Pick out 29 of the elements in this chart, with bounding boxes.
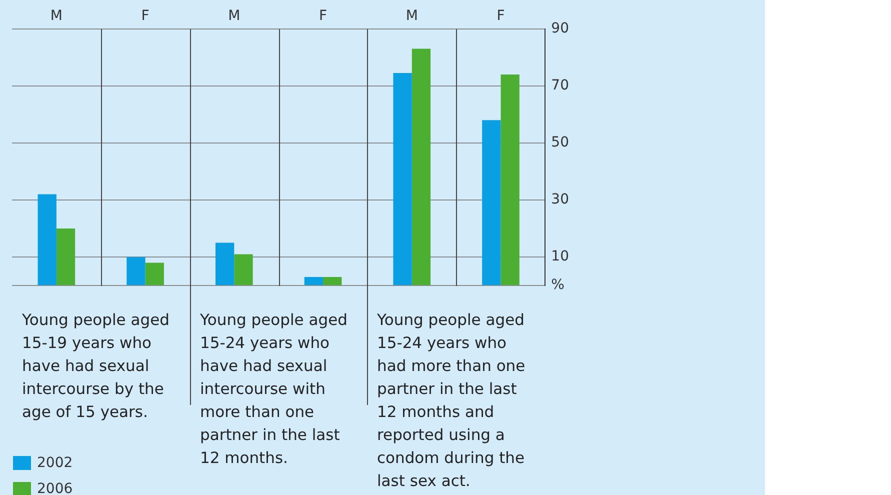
- y-tick-label: 70: [551, 78, 570, 94]
- text: Young people aged 15-19 years who have had sexual intercourse by the age of 15 years.: [22, 310, 170, 423]
- x-tick-label: F: [496, 8, 505, 24]
- y-tick-label: 90: [551, 20, 570, 36]
- x-tick-label: F: [318, 8, 328, 24]
- bar: [38, 194, 56, 286]
- y-tick-label: 10: [551, 248, 570, 265]
- x-tick-label: F: [141, 8, 150, 24]
- text: Young people aged 15-24 years who had more than one partner in the last 12 months and reported using a condom during the last sex act.: [377, 310, 526, 492]
- y-tick-label: 30: [551, 192, 570, 208]
- bar: [500, 74, 520, 286]
- bar: [304, 277, 324, 286]
- bar: [145, 262, 164, 286]
- bar: [482, 120, 501, 286]
- bar: [216, 242, 234, 286]
- bar: [393, 73, 412, 286]
- x-tick-label: M: [406, 8, 418, 24]
- bar: [412, 48, 431, 286]
- text: Young people aged 15-24 years who have had sexual intercourse with more than one partner in the last 12 months.: [200, 310, 348, 469]
- y-tick-label: 50: [551, 134, 570, 151]
- y-tick-label: %: [551, 277, 564, 294]
- bar: [234, 254, 253, 286]
- legend-label: 2002: [37, 455, 73, 471]
- bar: [323, 277, 342, 286]
- x-tick-label: M: [50, 8, 62, 24]
- bar: [126, 257, 146, 286]
- legend-label: 2006: [37, 481, 73, 495]
- bar: [56, 228, 76, 286]
- x-tick-label: M: [228, 8, 240, 24]
